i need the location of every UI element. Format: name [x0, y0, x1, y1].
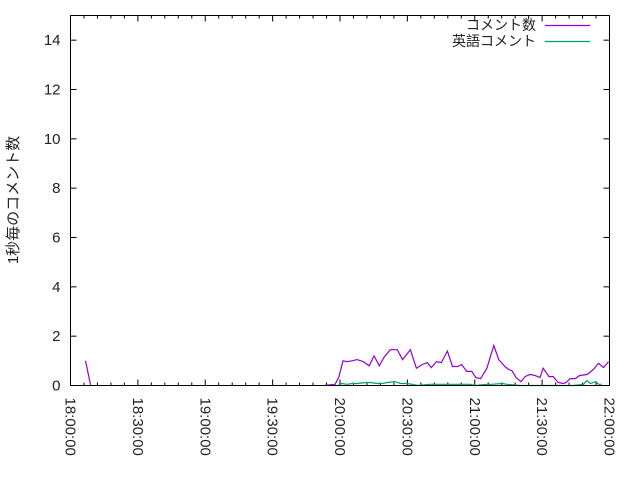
plot-border [70, 15, 610, 386]
y-tick-label: 0 [52, 378, 60, 395]
x-tick-label: 21:00:00 [466, 398, 483, 456]
y-axis-label: 1秒毎のコメント数 [5, 136, 22, 264]
series-line-comments [84, 343, 610, 387]
x-tick-label: 19:00:00 [196, 398, 213, 456]
x-tick-label: 22:00:00 [601, 398, 618, 456]
legend: コメント数 英語コメント [452, 17, 590, 49]
y-tick-label: 12 [44, 82, 61, 99]
y-tick-label: 8 [52, 180, 60, 197]
legend-label-comments: コメント数 [466, 17, 536, 33]
x-tick-label: 21:30:00 [533, 398, 550, 456]
y-tick-label: 14 [44, 32, 61, 49]
x-tick-label: 19:30:00 [264, 398, 281, 456]
y-tick-label: 6 [52, 230, 60, 247]
x-tick-label: 20:00:00 [331, 398, 348, 456]
x-tick-label: 20:30:00 [398, 398, 415, 456]
y-tick-label: 2 [52, 328, 60, 345]
x-tick-label: 18:00:00 [62, 398, 79, 456]
series-line-english-comments [337, 379, 602, 387]
y-tick-label: 10 [44, 131, 61, 148]
x-tick-label: 18:30:00 [129, 398, 146, 456]
y-tick-label: 4 [52, 279, 60, 296]
legend-label-english-comments: 英語コメント [452, 33, 536, 49]
